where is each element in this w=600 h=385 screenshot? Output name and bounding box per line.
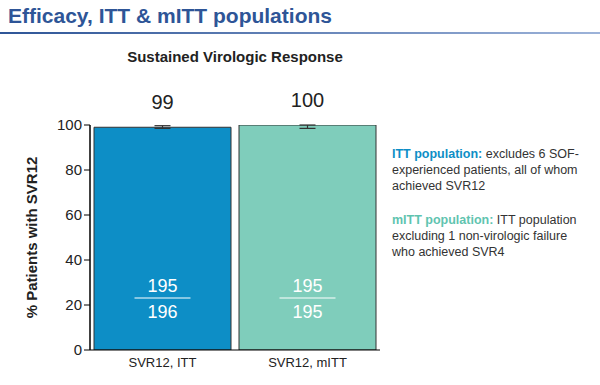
svg-text:80: 80 xyxy=(65,161,82,178)
svg-text:% Patients with SVR12: % Patients with SVR12 xyxy=(23,157,40,319)
svg-text:100: 100 xyxy=(57,116,82,133)
html-text:Efficacy, ITT & mITT populatio: Efficacy, ITT & mITT populations xyxy=(8,4,332,27)
html-text:Sustained Virologic Response: Sustained Virologic Response xyxy=(127,48,343,65)
svg-text:99: 99 xyxy=(151,91,173,113)
svg-text:20: 20 xyxy=(65,296,82,313)
svg-text:100: 100 xyxy=(291,89,324,111)
html-text:mITT population: ITT populatio: mITT population: ITT population excludin… xyxy=(392,213,577,259)
html-text:ITT population: excludes 6 SOF: ITT population: excludes 6 SOF-experienc… xyxy=(392,147,579,193)
svg-text:195: 195 xyxy=(147,276,177,296)
svg-text:SVR12, ITT: SVR12, ITT xyxy=(129,355,197,370)
svg-text:0: 0 xyxy=(74,341,82,358)
svg-text:SVR12, mITT: SVR12, mITT xyxy=(268,355,347,370)
svg-text:40: 40 xyxy=(65,251,82,268)
svg-text:196: 196 xyxy=(147,302,177,322)
svg-text:195: 195 xyxy=(292,276,322,296)
svg-text:195: 195 xyxy=(292,302,322,322)
svg-text:60: 60 xyxy=(65,206,82,223)
